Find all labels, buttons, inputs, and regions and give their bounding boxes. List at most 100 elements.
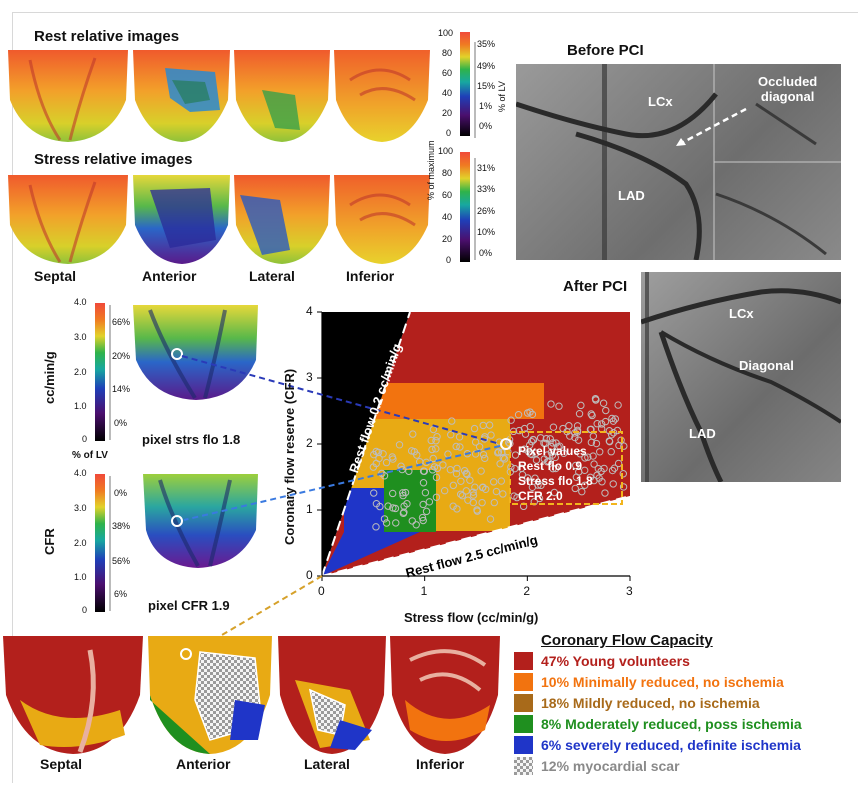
legend-swatch xyxy=(514,715,533,733)
scatter-point xyxy=(532,456,541,464)
scatter-point xyxy=(600,464,608,473)
scatter-point xyxy=(526,422,534,431)
scatter-point xyxy=(419,467,428,475)
rest-tick: 60 xyxy=(442,68,453,78)
scatter-point xyxy=(439,461,447,469)
stress-tick: 0 xyxy=(446,255,452,265)
scatter-point xyxy=(617,436,625,444)
pixel-value-box xyxy=(509,431,623,505)
stress-tick: 100 xyxy=(438,146,454,156)
flow-pixel-marker xyxy=(171,348,183,360)
scatter-point xyxy=(526,450,535,458)
scatter-point xyxy=(613,426,622,435)
scatter-point xyxy=(384,502,392,510)
scatter-point xyxy=(421,488,430,497)
scatter-point xyxy=(577,401,585,410)
cfr-axis-label: CFR xyxy=(42,528,57,555)
scatter-point xyxy=(372,447,380,456)
after-lcx-label: LCx xyxy=(729,306,754,321)
cfr-tick: 1.0 xyxy=(74,572,87,582)
before-lad-label: LAD xyxy=(618,188,645,203)
scatter-point xyxy=(481,454,489,463)
scatter-point xyxy=(609,480,617,488)
scatter-point xyxy=(412,521,420,529)
bottom-label-anterior: Anterior xyxy=(176,756,231,772)
scatter-point xyxy=(549,423,558,431)
scatter-point xyxy=(489,478,498,486)
before-pci-title: Before PCI xyxy=(567,42,644,59)
scatter-point xyxy=(602,406,610,415)
scatter-point xyxy=(511,451,520,459)
legend-row: 18% Mildly reduced, no ischemia xyxy=(514,694,844,712)
scatter-point xyxy=(614,459,623,468)
rest-pct: 49% xyxy=(477,61,496,71)
flow-caption: pixel strs flo 1.8 xyxy=(142,432,241,447)
scatter-point xyxy=(453,505,461,513)
stress-title: Stress relative images xyxy=(34,151,193,168)
scatter-point xyxy=(514,411,523,419)
legend-swatch xyxy=(514,673,533,691)
scatter-point xyxy=(571,433,579,442)
scatter-point xyxy=(551,453,559,462)
scatter-point xyxy=(580,466,589,475)
scatter-point xyxy=(532,449,540,457)
scatter-point xyxy=(399,491,407,500)
scatter-point xyxy=(497,477,506,485)
scatter-point xyxy=(448,417,456,425)
scatter-point xyxy=(594,464,603,473)
cfr-tick: 4.0 xyxy=(74,468,87,478)
scatter-point xyxy=(419,516,427,525)
scatter-point xyxy=(466,476,474,484)
cfc-heart-maps xyxy=(3,636,500,754)
scatter-point xyxy=(581,481,589,489)
scatter-point xyxy=(418,513,427,522)
flow-pct: 20% xyxy=(112,351,131,361)
stress-colorbar xyxy=(460,152,470,262)
scatter-point xyxy=(469,491,478,499)
stress-inferior-map xyxy=(334,175,430,264)
scatter-point xyxy=(463,470,471,479)
before-pci-image: LCx LAD Occluded diagonal xyxy=(516,64,841,260)
scatter-point xyxy=(479,450,488,459)
legend-row: 6% severely reduced, definite ischemia xyxy=(514,736,844,754)
scatter-point xyxy=(601,489,609,497)
bottom-label-septal: Septal xyxy=(40,756,83,772)
scatter-point xyxy=(432,437,440,445)
scatter-point xyxy=(382,458,391,467)
scatter-point xyxy=(592,396,600,404)
scatter-point xyxy=(525,448,533,456)
scatter-point xyxy=(470,424,479,433)
scatter-point xyxy=(478,498,486,507)
scatter-point xyxy=(547,400,555,408)
scatter-point xyxy=(572,473,581,481)
scatter-point xyxy=(427,436,435,445)
cfr-pixel-marker xyxy=(171,515,183,527)
scatter-point xyxy=(479,483,487,491)
rest-pct: 35% xyxy=(477,39,496,49)
bottom-label-lateral: Lateral xyxy=(304,756,350,772)
scatter-point xyxy=(428,445,436,454)
scatter-point xyxy=(521,430,530,438)
scatter-point xyxy=(576,450,584,458)
scatter-point xyxy=(410,447,419,456)
scatter-point xyxy=(605,427,614,435)
stress-pct: 26% xyxy=(477,206,496,216)
scatter-point xyxy=(536,434,545,442)
scatter-point xyxy=(464,496,472,504)
scatter-point xyxy=(382,519,391,527)
scatter-point xyxy=(573,426,582,435)
pixel-values-line: Stress flo 1.8 xyxy=(518,474,593,488)
rel-axis-label: % of maximum xyxy=(426,140,436,200)
scatter-point xyxy=(575,410,584,418)
scatter-point xyxy=(433,464,442,473)
scatter-point xyxy=(408,517,416,525)
rest-pct: 1% xyxy=(479,101,493,111)
scatter-point xyxy=(432,445,440,453)
stress-tick: 40 xyxy=(442,212,453,222)
scatter-point xyxy=(456,443,464,451)
scatter-point xyxy=(573,422,582,430)
pixel-cfr-map xyxy=(143,474,258,568)
view-label-inferior: Inferior xyxy=(346,268,395,284)
scatter-point xyxy=(578,487,586,496)
stress-pct: 10% xyxy=(477,227,496,237)
